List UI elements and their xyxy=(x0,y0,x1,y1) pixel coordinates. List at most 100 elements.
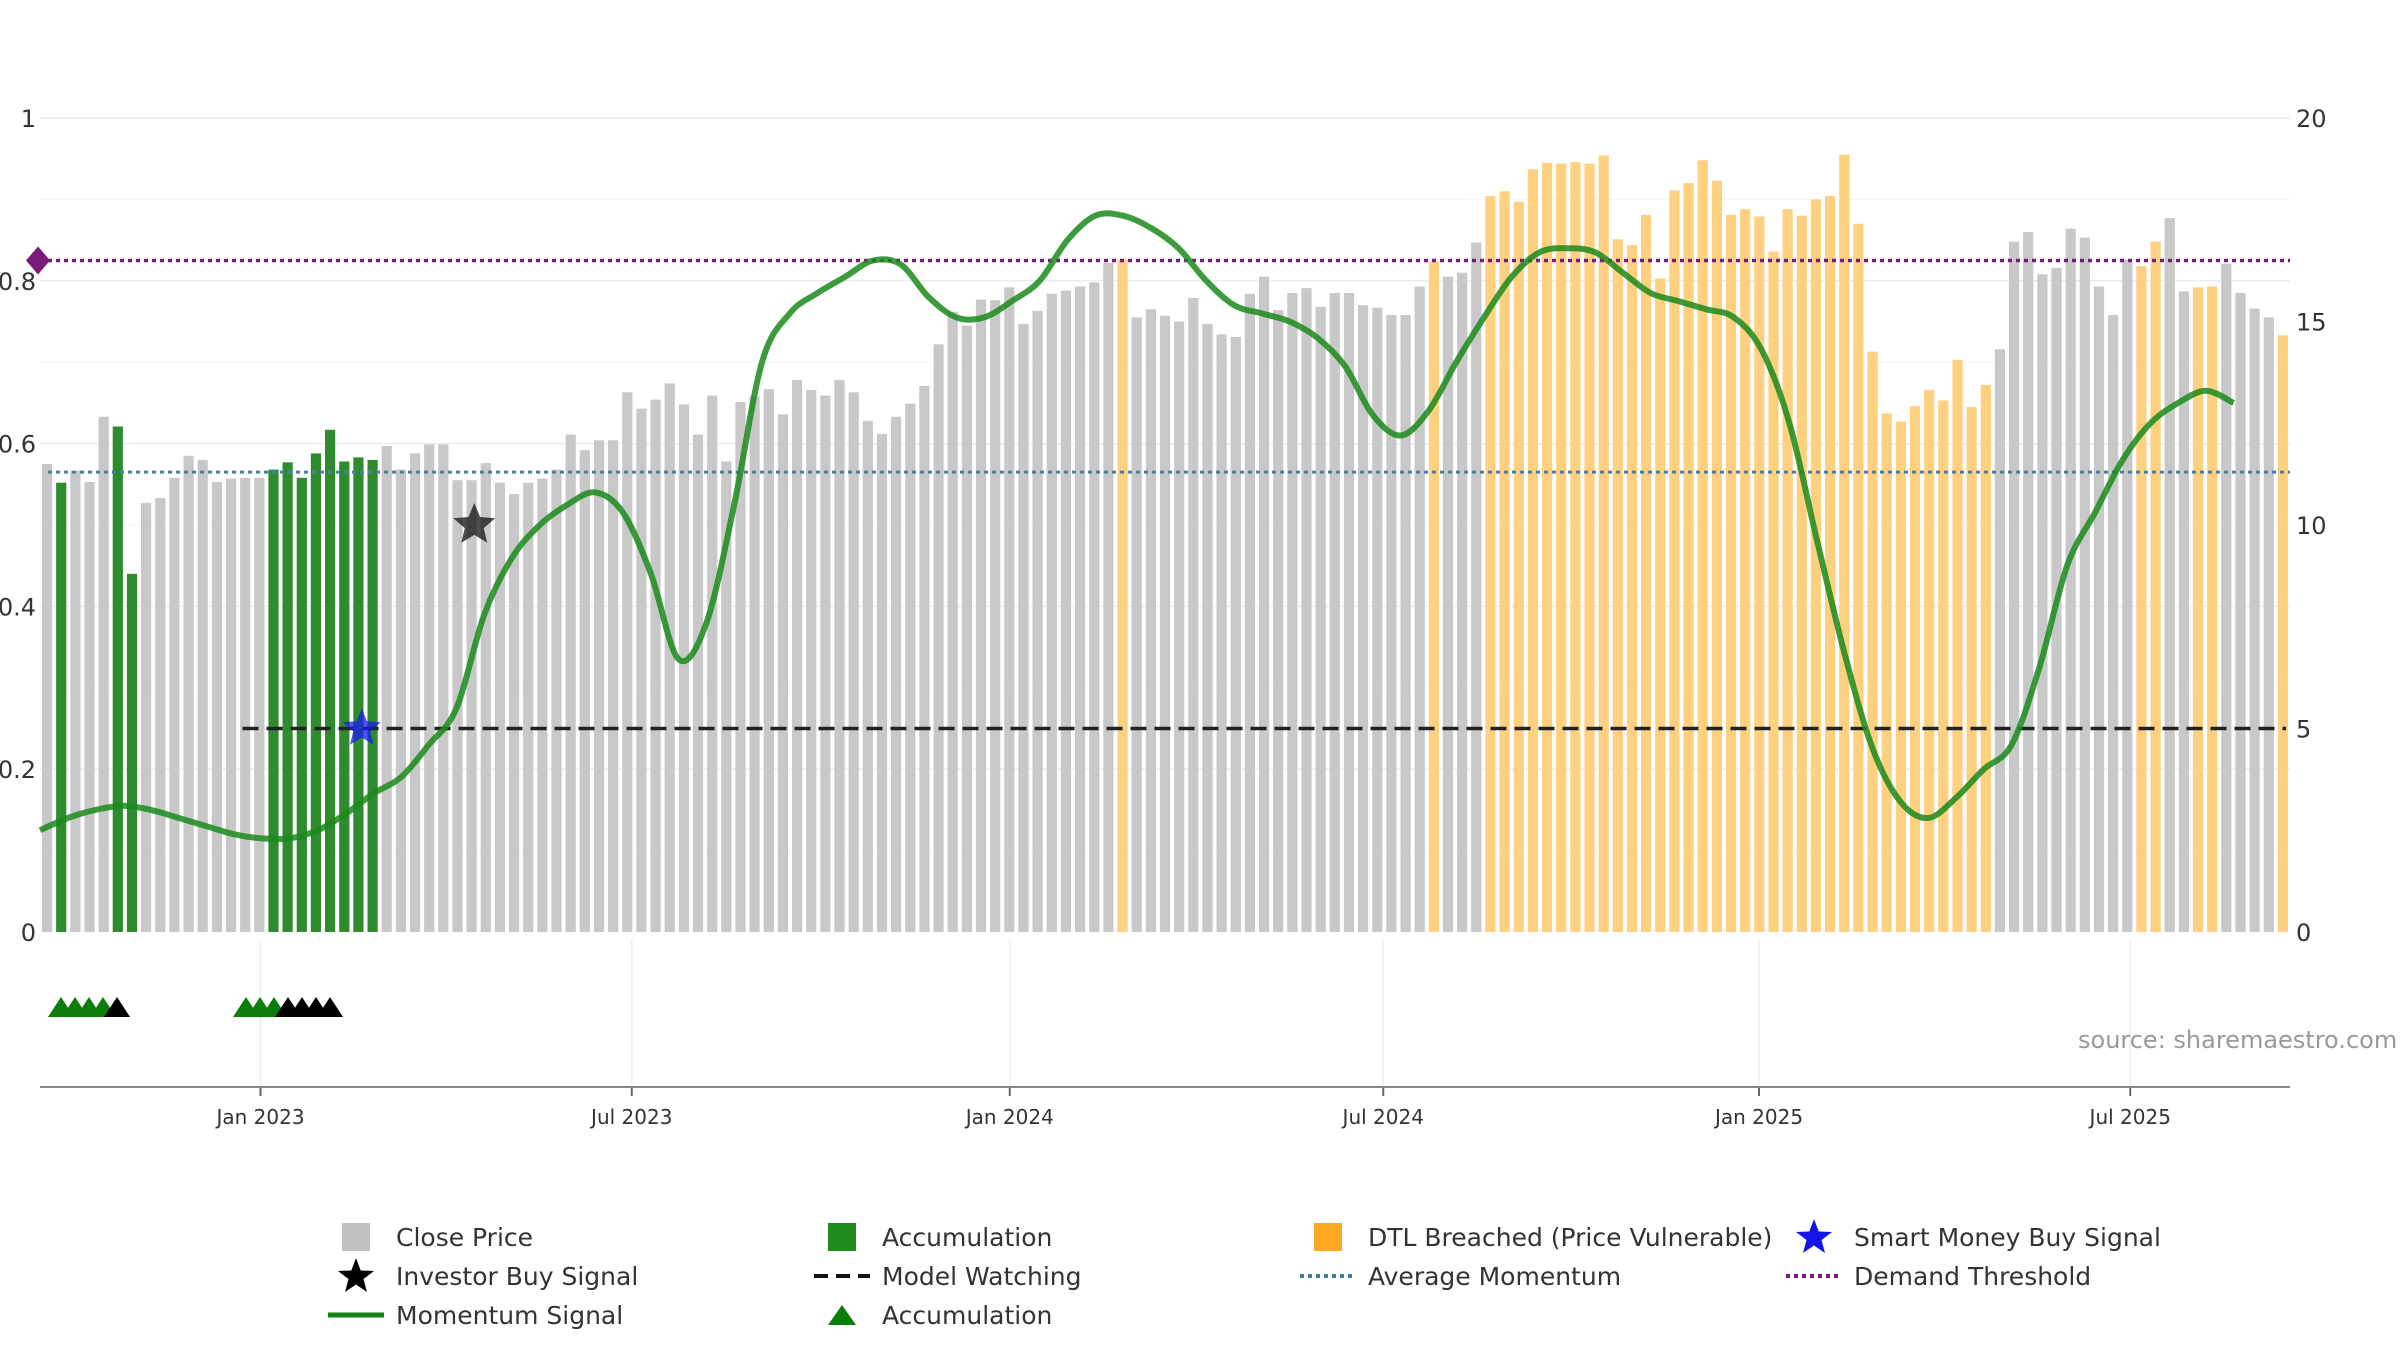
price-bar xyxy=(579,450,590,932)
price-bar xyxy=(1598,155,1609,932)
price-bar xyxy=(1287,293,1298,932)
y-left-tick-label: 0.6 xyxy=(0,431,36,459)
price-bar xyxy=(820,395,831,933)
price-bar xyxy=(480,463,491,932)
price-bar xyxy=(1145,309,1156,932)
x-tick-label: Jan 2025 xyxy=(1713,1105,1803,1129)
price-bar xyxy=(2235,293,2246,932)
y-right-tick-label: 15 xyxy=(2296,309,2327,337)
price-bar xyxy=(1159,315,1171,932)
price-bar xyxy=(1004,287,1015,932)
price-bar xyxy=(1584,163,1595,933)
price-bar xyxy=(636,408,647,933)
y-left-tick-label: 0.2 xyxy=(0,756,36,784)
price-bar xyxy=(240,477,251,932)
price-bar xyxy=(466,480,477,932)
price-bar xyxy=(211,481,222,932)
price-bar xyxy=(112,426,123,932)
left-axis: 0 0.2 0.4 0.6 0.8 1 xyxy=(0,105,36,947)
price-bar xyxy=(834,380,845,933)
price-bar xyxy=(197,459,208,932)
reference-lines xyxy=(26,246,2290,731)
price-bar xyxy=(1032,310,1043,932)
price-bar xyxy=(933,344,944,932)
momentum-series xyxy=(38,210,2236,843)
price-bar xyxy=(862,420,873,932)
x-axis: Jan 2023 Jul 2023 Jan 2024 Jul 2024 Jan 2025… xyxy=(40,1086,2290,1129)
price-bar xyxy=(537,478,548,932)
price-bar xyxy=(141,503,152,932)
price-bar xyxy=(1980,385,1991,932)
price-bar xyxy=(1711,180,1722,932)
y-left-tick-label: 0.8 xyxy=(0,268,36,296)
price-bar xyxy=(1938,400,1949,932)
y-right-tick-label: 0 xyxy=(2296,919,2311,947)
price-bar xyxy=(155,498,166,932)
price-bar xyxy=(1499,191,1510,933)
x-tick-label: Jul 2025 xyxy=(2088,1105,2171,1129)
price-bar xyxy=(1244,293,1255,932)
price-bar xyxy=(1060,290,1071,933)
price-bar xyxy=(1089,282,1100,932)
price-bar xyxy=(664,383,675,932)
momentum-line xyxy=(38,210,2236,843)
price-bar xyxy=(1471,242,1482,932)
price-bar xyxy=(848,392,859,932)
price-bar xyxy=(1457,272,1468,932)
price-bar xyxy=(2093,286,2105,932)
price-bar xyxy=(2037,274,2048,932)
price-bar xyxy=(1216,334,1227,932)
price-bar xyxy=(84,481,95,932)
price-bar xyxy=(353,457,364,932)
price-bar xyxy=(1188,297,1199,932)
y-left-tick-label: 1 xyxy=(21,105,36,133)
price-bar xyxy=(1259,276,1270,932)
price-bar xyxy=(2065,228,2076,932)
price-bar xyxy=(1414,286,1425,932)
price-bar xyxy=(282,462,293,932)
price-bar xyxy=(2207,286,2218,932)
price-bar xyxy=(792,380,803,933)
price-bar xyxy=(1740,209,1751,932)
price-bar xyxy=(2249,308,2260,932)
price-bar xyxy=(1895,421,1906,932)
price-bar xyxy=(381,446,392,932)
price-bar xyxy=(1174,321,1185,932)
price-bar xyxy=(1301,288,1312,933)
price-bar xyxy=(1018,323,1029,932)
x-tick-label: Jan 2023 xyxy=(214,1105,304,1129)
price-bar xyxy=(310,453,321,932)
price-bar xyxy=(1839,154,1850,933)
price-bar xyxy=(975,299,987,932)
price-bar xyxy=(1909,406,1921,932)
price-bar xyxy=(1485,196,1496,933)
price-bar xyxy=(1754,216,1765,932)
price-bar xyxy=(2150,241,2161,932)
price-bar xyxy=(494,482,505,932)
y-right-tick-label: 10 xyxy=(2296,512,2327,540)
price-bar xyxy=(424,444,435,932)
price-bar xyxy=(1867,351,1878,933)
right-axis: 0 5 10 15 20 xyxy=(2296,105,2327,947)
x-tick-label: Jul 2023 xyxy=(589,1105,672,1129)
price-bar xyxy=(325,429,336,932)
price-bar xyxy=(1202,323,1213,932)
price-bar xyxy=(1655,278,1666,932)
price-bar xyxy=(70,470,81,932)
price-bar xyxy=(1117,259,1128,933)
price-bar xyxy=(509,494,520,932)
price-bar xyxy=(707,395,718,933)
price-bar xyxy=(1570,162,1581,932)
price-bar xyxy=(1442,276,1454,932)
price-bar xyxy=(891,416,902,932)
price-bar xyxy=(1230,337,1241,932)
price-bar xyxy=(721,461,732,932)
price-bar xyxy=(1994,349,2005,932)
price-bar xyxy=(1952,359,1963,932)
price-bar xyxy=(2023,232,2034,932)
price-bar xyxy=(763,389,774,933)
price-bar xyxy=(1725,214,1737,932)
price-bar xyxy=(1825,196,1836,933)
price-bar xyxy=(1343,293,1355,932)
y-left-tick-label: 0 xyxy=(21,919,36,947)
